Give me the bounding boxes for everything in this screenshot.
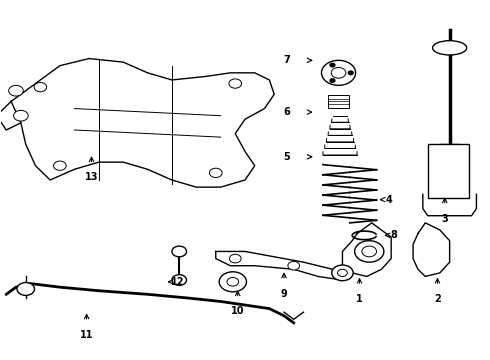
Circle shape [321, 60, 356, 85]
Text: 7: 7 [283, 55, 290, 65]
Circle shape [53, 161, 66, 170]
Circle shape [209, 168, 222, 177]
Text: 10: 10 [231, 306, 245, 316]
Circle shape [172, 275, 187, 285]
Ellipse shape [433, 41, 466, 55]
Text: 6: 6 [283, 107, 290, 117]
Circle shape [288, 261, 299, 270]
Text: 11: 11 [80, 330, 94, 340]
Circle shape [14, 111, 28, 121]
Circle shape [348, 71, 353, 75]
Text: 4: 4 [386, 195, 392, 204]
Circle shape [9, 85, 24, 96]
Text: 12: 12 [171, 277, 184, 287]
Text: 3: 3 [441, 213, 448, 224]
Circle shape [338, 269, 347, 276]
Circle shape [227, 278, 239, 286]
Circle shape [362, 246, 376, 257]
Circle shape [17, 283, 34, 296]
Polygon shape [423, 194, 476, 216]
Circle shape [330, 63, 335, 67]
Text: 9: 9 [281, 289, 287, 298]
Circle shape [34, 82, 47, 92]
Polygon shape [413, 223, 450, 276]
FancyBboxPatch shape [428, 144, 469, 198]
Text: 1: 1 [356, 294, 363, 304]
Text: 8: 8 [391, 230, 397, 240]
Circle shape [229, 79, 242, 88]
Circle shape [172, 246, 187, 257]
Circle shape [219, 272, 246, 292]
Text: 13: 13 [85, 172, 98, 183]
Circle shape [355, 241, 384, 262]
Polygon shape [343, 223, 391, 276]
Circle shape [331, 67, 346, 78]
Text: 2: 2 [434, 294, 441, 304]
Polygon shape [11, 59, 274, 187]
FancyBboxPatch shape [328, 95, 349, 108]
Text: 5: 5 [283, 152, 290, 162]
Circle shape [332, 265, 353, 281]
Circle shape [229, 254, 241, 263]
Circle shape [330, 79, 335, 82]
Polygon shape [216, 251, 352, 280]
